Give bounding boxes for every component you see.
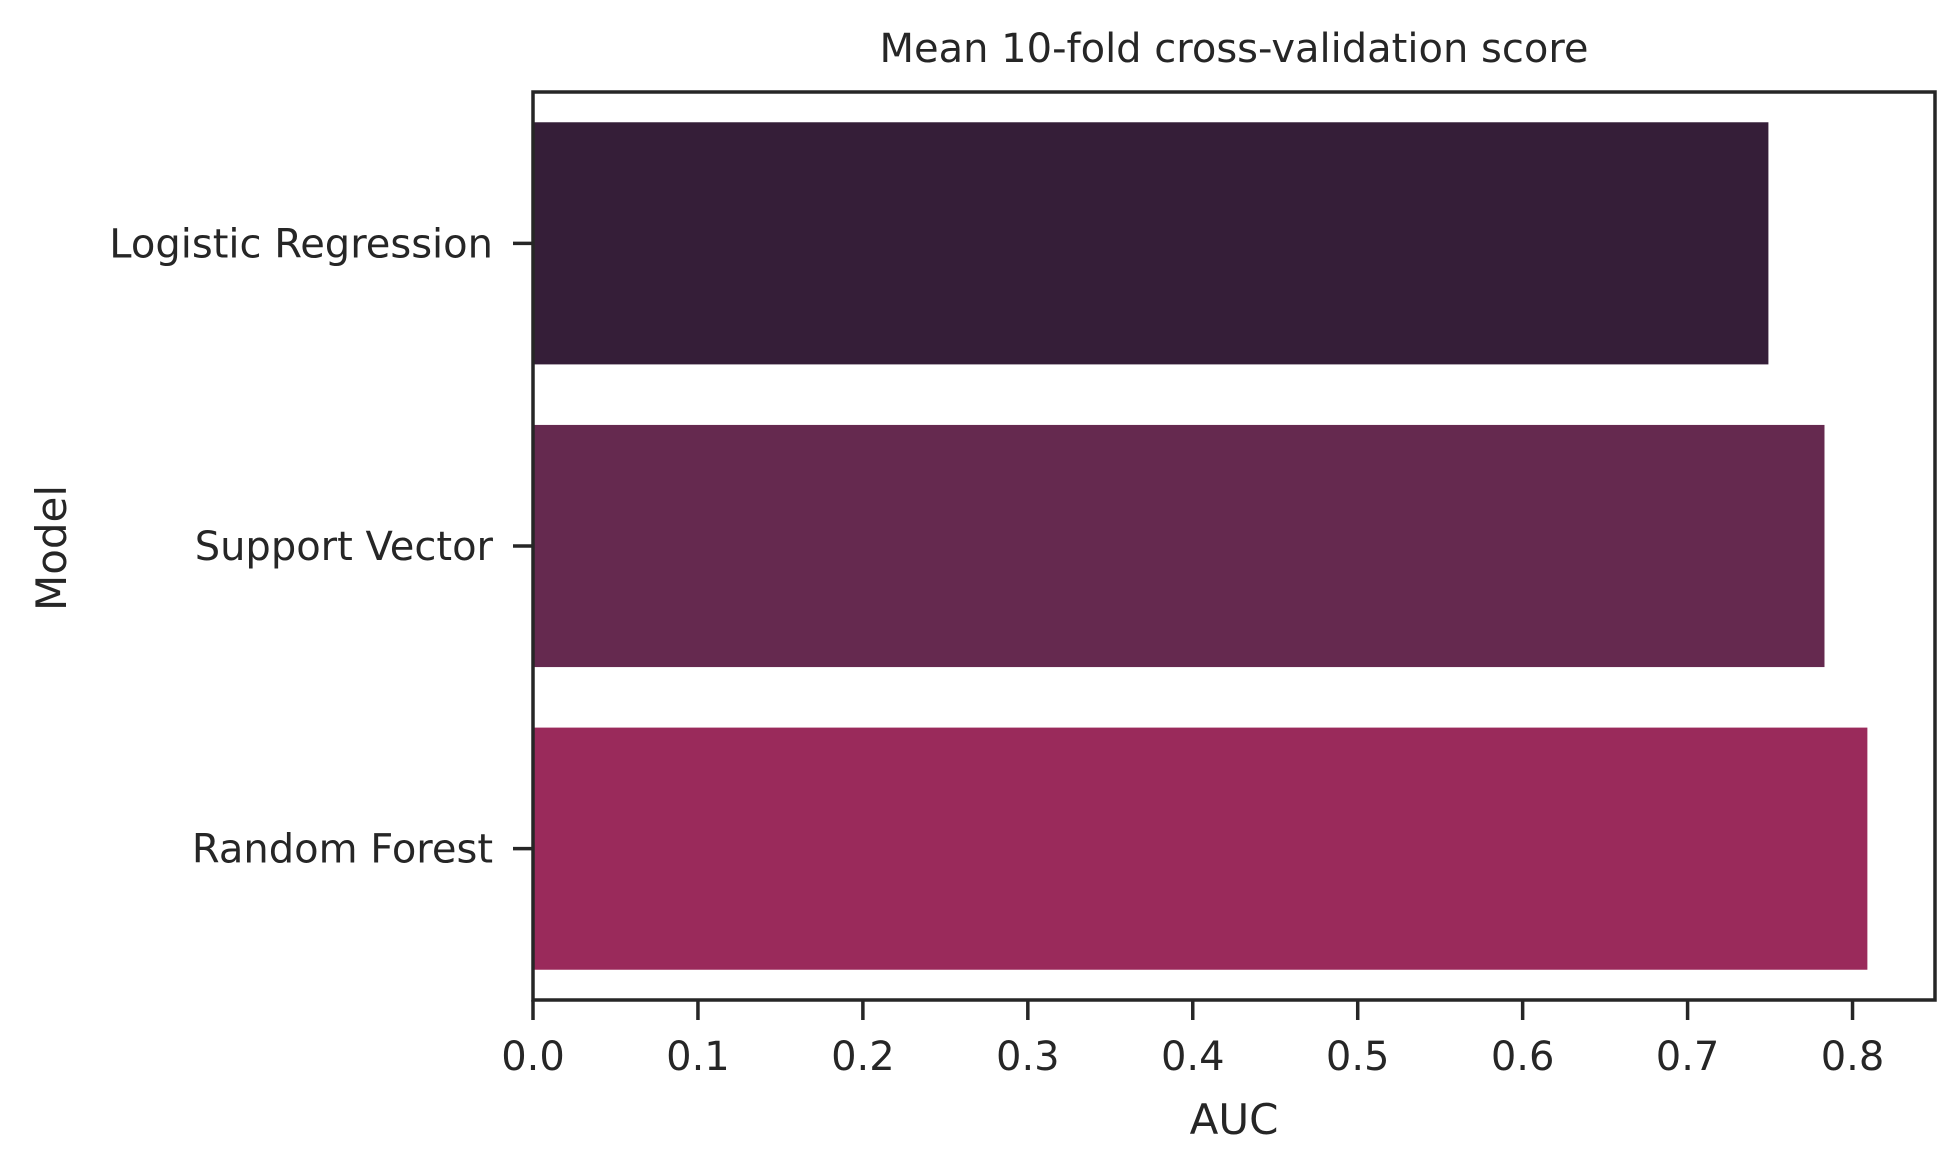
x-tick-label: 0.4	[1161, 1034, 1225, 1080]
y-axis-label: Model	[27, 485, 76, 611]
bars-layer	[533, 122, 1868, 970]
x-tick-label: 0.1	[666, 1034, 730, 1080]
chart-title: Mean 10-fold cross-validation score	[879, 26, 1588, 72]
y-tick-label: Random Forest	[192, 827, 493, 873]
bar-logistic-regression	[533, 122, 1769, 365]
bar-support-vector	[533, 424, 1825, 668]
x-tick-label: 0.6	[1491, 1034, 1555, 1080]
x-tick-label: 0.3	[996, 1034, 1060, 1080]
plot-frame	[531, 90, 1937, 1002]
x-tick-label: 0.7	[1656, 1034, 1720, 1080]
x-axis-ticks: 0.0 0.1 0.2 0.3 0.4 0.5 0.6 0.7 0.8	[501, 1000, 1884, 1080]
x-axis-label: AUC	[1190, 1095, 1279, 1144]
x-tick-label: 0.2	[831, 1034, 895, 1080]
y-axis-ticks: Logistic Regression Support Vector Random …	[109, 221, 533, 873]
bar-random-forest	[533, 727, 1868, 970]
x-tick-label: 0.0	[501, 1034, 565, 1080]
y-tick-label: Support Vector	[195, 524, 494, 570]
x-tick-label: 0.8	[1821, 1034, 1885, 1080]
y-tick-label: Logistic Regression	[109, 221, 493, 267]
x-tick-label: 0.5	[1326, 1034, 1390, 1080]
